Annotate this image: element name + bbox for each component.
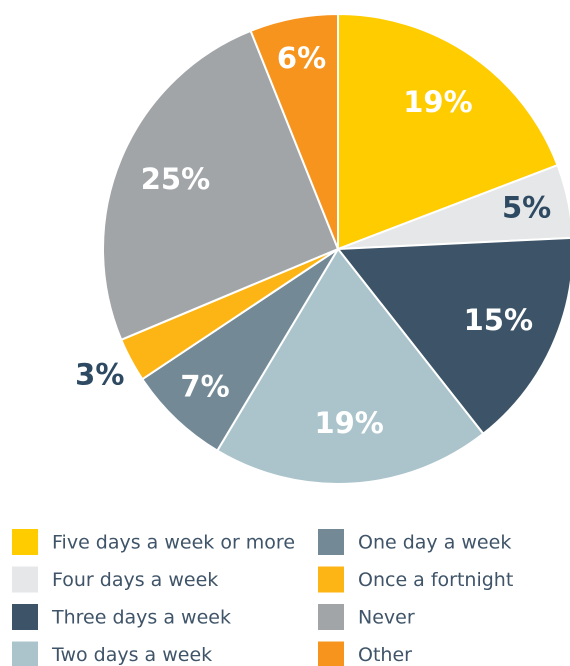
legend-label: Three days a week [51,607,231,629]
legend-label: Once a fortnight [358,569,513,591]
data-label: 15% [464,303,533,337]
legend-swatch [318,529,344,555]
legend-label: Two days a week [51,644,212,666]
legend-label: Other [358,644,412,666]
legend-swatch [12,641,38,666]
data-label: 7% [180,369,229,403]
legend-swatch [12,604,38,630]
pie-slice [215,247,485,485]
pie-slice [337,163,570,250]
legend-label: One day a week [358,532,511,554]
pie-slice [337,12,559,251]
data-label: 19% [403,85,472,119]
legend-swatch [318,641,344,666]
legend-swatch [12,566,38,593]
pie-slice [336,236,570,436]
data-label: 3% [75,358,124,392]
data-label: 6% [277,41,326,75]
pie-slice [249,12,339,250]
pie-slice [102,29,340,342]
legend-swatch [318,566,344,593]
legend-swatch [12,529,38,555]
data-label: 5% [502,191,551,225]
legend-label: Four days a week [52,569,218,591]
data-label: 19% [314,406,383,440]
data-label: 25% [141,162,210,196]
pie-slice [140,248,339,452]
legend-swatch [318,604,344,630]
legend-label: Never [358,607,415,629]
legend-label: Five days a week or more [52,532,295,554]
